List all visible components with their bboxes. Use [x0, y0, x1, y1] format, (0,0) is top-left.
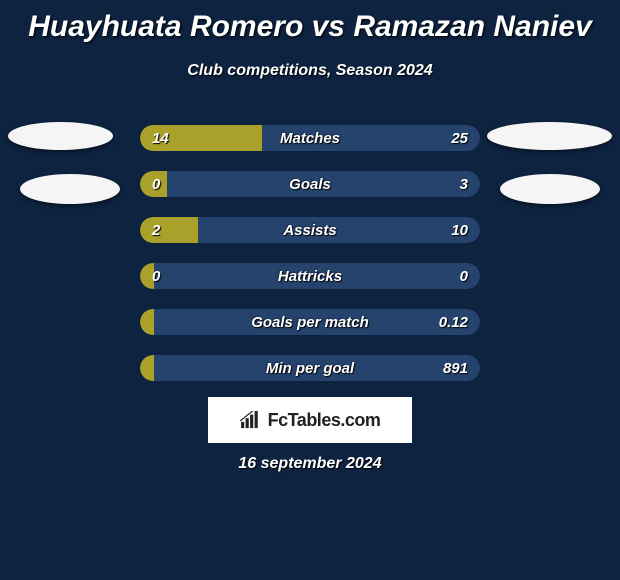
stat-value-right: 0.12	[439, 309, 468, 335]
page-title: Huayhuata Romero vs Ramazan Naniev	[0, 0, 620, 44]
stat-value-right: 3	[460, 171, 468, 197]
stat-bars-container: 14Matches250Goals32Assists100Hattricks0G…	[139, 124, 481, 400]
stat-label: Hattricks	[140, 263, 480, 289]
chart-icon	[240, 411, 262, 429]
stat-label: Min per goal	[140, 355, 480, 381]
player2-photo-top	[487, 122, 612, 150]
player1-photo-bottom	[20, 174, 120, 204]
stat-bar: 2Assists10	[139, 216, 481, 244]
stat-bar: 14Matches25	[139, 124, 481, 152]
stat-label: Assists	[140, 217, 480, 243]
brand-badge: FcTables.com	[208, 397, 412, 443]
stat-label: Goals per match	[140, 309, 480, 335]
date-line: 16 september 2024	[0, 455, 620, 473]
player1-photo-top	[8, 122, 113, 150]
stat-value-right: 891	[443, 355, 468, 381]
stat-bar: Goals per match0.12	[139, 308, 481, 336]
stat-bar: 0Hattricks0	[139, 262, 481, 290]
stat-value-right: 0	[460, 263, 468, 289]
page-subtitle: Club competitions, Season 2024	[0, 62, 620, 80]
stat-bar: 0Goals3	[139, 170, 481, 198]
player2-photo-bottom	[500, 174, 600, 204]
stat-value-right: 25	[451, 125, 468, 151]
stat-value-right: 10	[451, 217, 468, 243]
stat-bar: Min per goal891	[139, 354, 481, 382]
stat-label: Goals	[140, 171, 480, 197]
brand-text: FcTables.com	[268, 410, 381, 431]
stat-label: Matches	[140, 125, 480, 151]
